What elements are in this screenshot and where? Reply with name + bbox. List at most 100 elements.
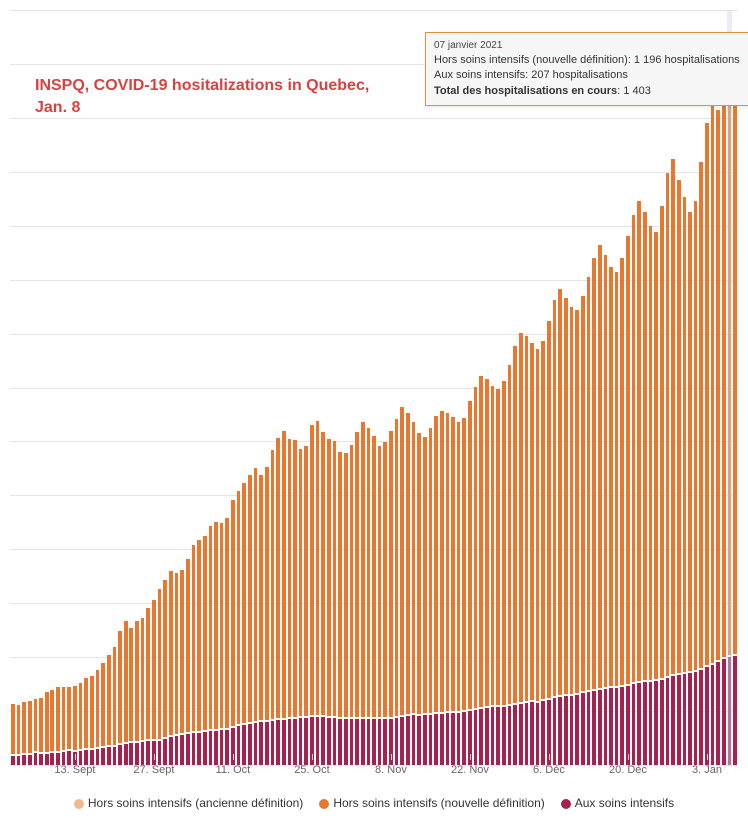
bar-group[interactable] — [361, 10, 365, 765]
bar-group[interactable] — [242, 10, 246, 765]
bar-group[interactable] — [28, 10, 32, 765]
bar-group[interactable] — [84, 10, 88, 765]
bar-group[interactable] — [237, 10, 241, 765]
bar-group[interactable] — [141, 10, 145, 765]
bar-group[interactable] — [592, 10, 596, 765]
bar-group[interactable] — [716, 10, 720, 765]
bar-group[interactable] — [604, 10, 608, 765]
bar-group[interactable] — [248, 10, 252, 765]
bar-group[interactable] — [434, 10, 438, 765]
bar-group[interactable] — [265, 10, 269, 765]
bar-group[interactable] — [11, 10, 15, 765]
bar-group[interactable] — [17, 10, 21, 765]
bar-group[interactable] — [214, 10, 218, 765]
bar-group[interactable] — [124, 10, 128, 765]
bar-group[interactable] — [327, 10, 331, 765]
bar-group[interactable] — [73, 10, 77, 765]
bar-group[interactable] — [474, 10, 478, 765]
bar-group[interactable] — [570, 10, 574, 765]
bar-group[interactable] — [705, 10, 709, 765]
bar-group[interactable] — [101, 10, 105, 765]
bar-group[interactable] — [423, 10, 427, 765]
bar-group[interactable] — [429, 10, 433, 765]
bar-group[interactable] — [502, 10, 506, 765]
bar-group[interactable] — [197, 10, 201, 765]
bar-group[interactable] — [513, 10, 517, 765]
bar-group[interactable] — [39, 10, 43, 765]
bar-group[interactable] — [457, 10, 461, 765]
bar-group[interactable] — [406, 10, 410, 765]
legend-item[interactable]: Hors soins intensifs (nouvelle définitio… — [319, 796, 544, 810]
bar-group[interactable] — [632, 10, 636, 765]
bar-group[interactable] — [666, 10, 670, 765]
bar-group[interactable] — [321, 10, 325, 765]
bar-group[interactable] — [146, 10, 150, 765]
bar-group[interactable] — [158, 10, 162, 765]
bar-group[interactable] — [400, 10, 404, 765]
bar-group[interactable] — [654, 10, 658, 765]
bar-group[interactable] — [186, 10, 190, 765]
bar-group[interactable] — [378, 10, 382, 765]
bar-group[interactable] — [163, 10, 167, 765]
bar-group[interactable] — [129, 10, 133, 765]
bar-group[interactable] — [451, 10, 455, 765]
bar-group[interactable] — [417, 10, 421, 765]
bar-group[interactable] — [350, 10, 354, 765]
bar-group[interactable] — [304, 10, 308, 765]
bar-group[interactable] — [220, 10, 224, 765]
bar-group[interactable] — [479, 10, 483, 765]
bar-group[interactable] — [113, 10, 117, 765]
bar-group[interactable] — [62, 10, 66, 765]
bar-group[interactable] — [367, 10, 371, 765]
bar-group[interactable] — [254, 10, 258, 765]
bar-group[interactable] — [508, 10, 512, 765]
bar-group[interactable] — [558, 10, 562, 765]
bar-group[interactable] — [338, 10, 342, 765]
bar-group[interactable] — [90, 10, 94, 765]
bar-group[interactable] — [383, 10, 387, 765]
bar-group[interactable] — [203, 10, 207, 765]
bar-group[interactable] — [677, 10, 681, 765]
bar-group[interactable] — [389, 10, 393, 765]
bar-group[interactable] — [620, 10, 624, 765]
bar-group[interactable] — [496, 10, 500, 765]
bar-group[interactable] — [587, 10, 591, 765]
bar-group[interactable] — [96, 10, 100, 765]
bar-group[interactable] — [733, 10, 737, 765]
bar-group[interactable] — [355, 10, 359, 765]
bar-group[interactable] — [609, 10, 613, 765]
bar-group[interactable] — [485, 10, 489, 765]
bar-group[interactable] — [299, 10, 303, 765]
bar-group[interactable] — [107, 10, 111, 765]
bar-group[interactable] — [271, 10, 275, 765]
bar-group[interactable] — [575, 10, 579, 765]
bar-group[interactable] — [310, 10, 314, 765]
bar-group[interactable] — [671, 10, 675, 765]
bar-group[interactable] — [446, 10, 450, 765]
bar-group[interactable] — [50, 10, 54, 765]
bar-group[interactable] — [45, 10, 49, 765]
bar-group[interactable] — [615, 10, 619, 765]
bar-group[interactable] — [22, 10, 26, 765]
bar-group[interactable] — [688, 10, 692, 765]
bar-group[interactable] — [581, 10, 585, 765]
bar-group[interactable] — [67, 10, 71, 765]
bar-group[interactable] — [530, 10, 534, 765]
bar-group[interactable] — [643, 10, 647, 765]
bar-group[interactable] — [225, 10, 229, 765]
bar-group[interactable] — [276, 10, 280, 765]
bar-group[interactable] — [547, 10, 551, 765]
bar-group[interactable] — [637, 10, 641, 765]
bar-group[interactable] — [683, 10, 687, 765]
bar-group[interactable] — [259, 10, 263, 765]
bar-group[interactable] — [412, 10, 416, 765]
bar-group[interactable] — [598, 10, 602, 765]
bar-group[interactable] — [694, 10, 698, 765]
bar-group[interactable] — [468, 10, 472, 765]
bar-group[interactable] — [722, 10, 726, 765]
bar-group[interactable] — [135, 10, 139, 765]
bar-group[interactable] — [192, 10, 196, 765]
bar-group[interactable] — [395, 10, 399, 765]
bar-group[interactable] — [118, 10, 122, 765]
bar-group[interactable] — [56, 10, 60, 765]
